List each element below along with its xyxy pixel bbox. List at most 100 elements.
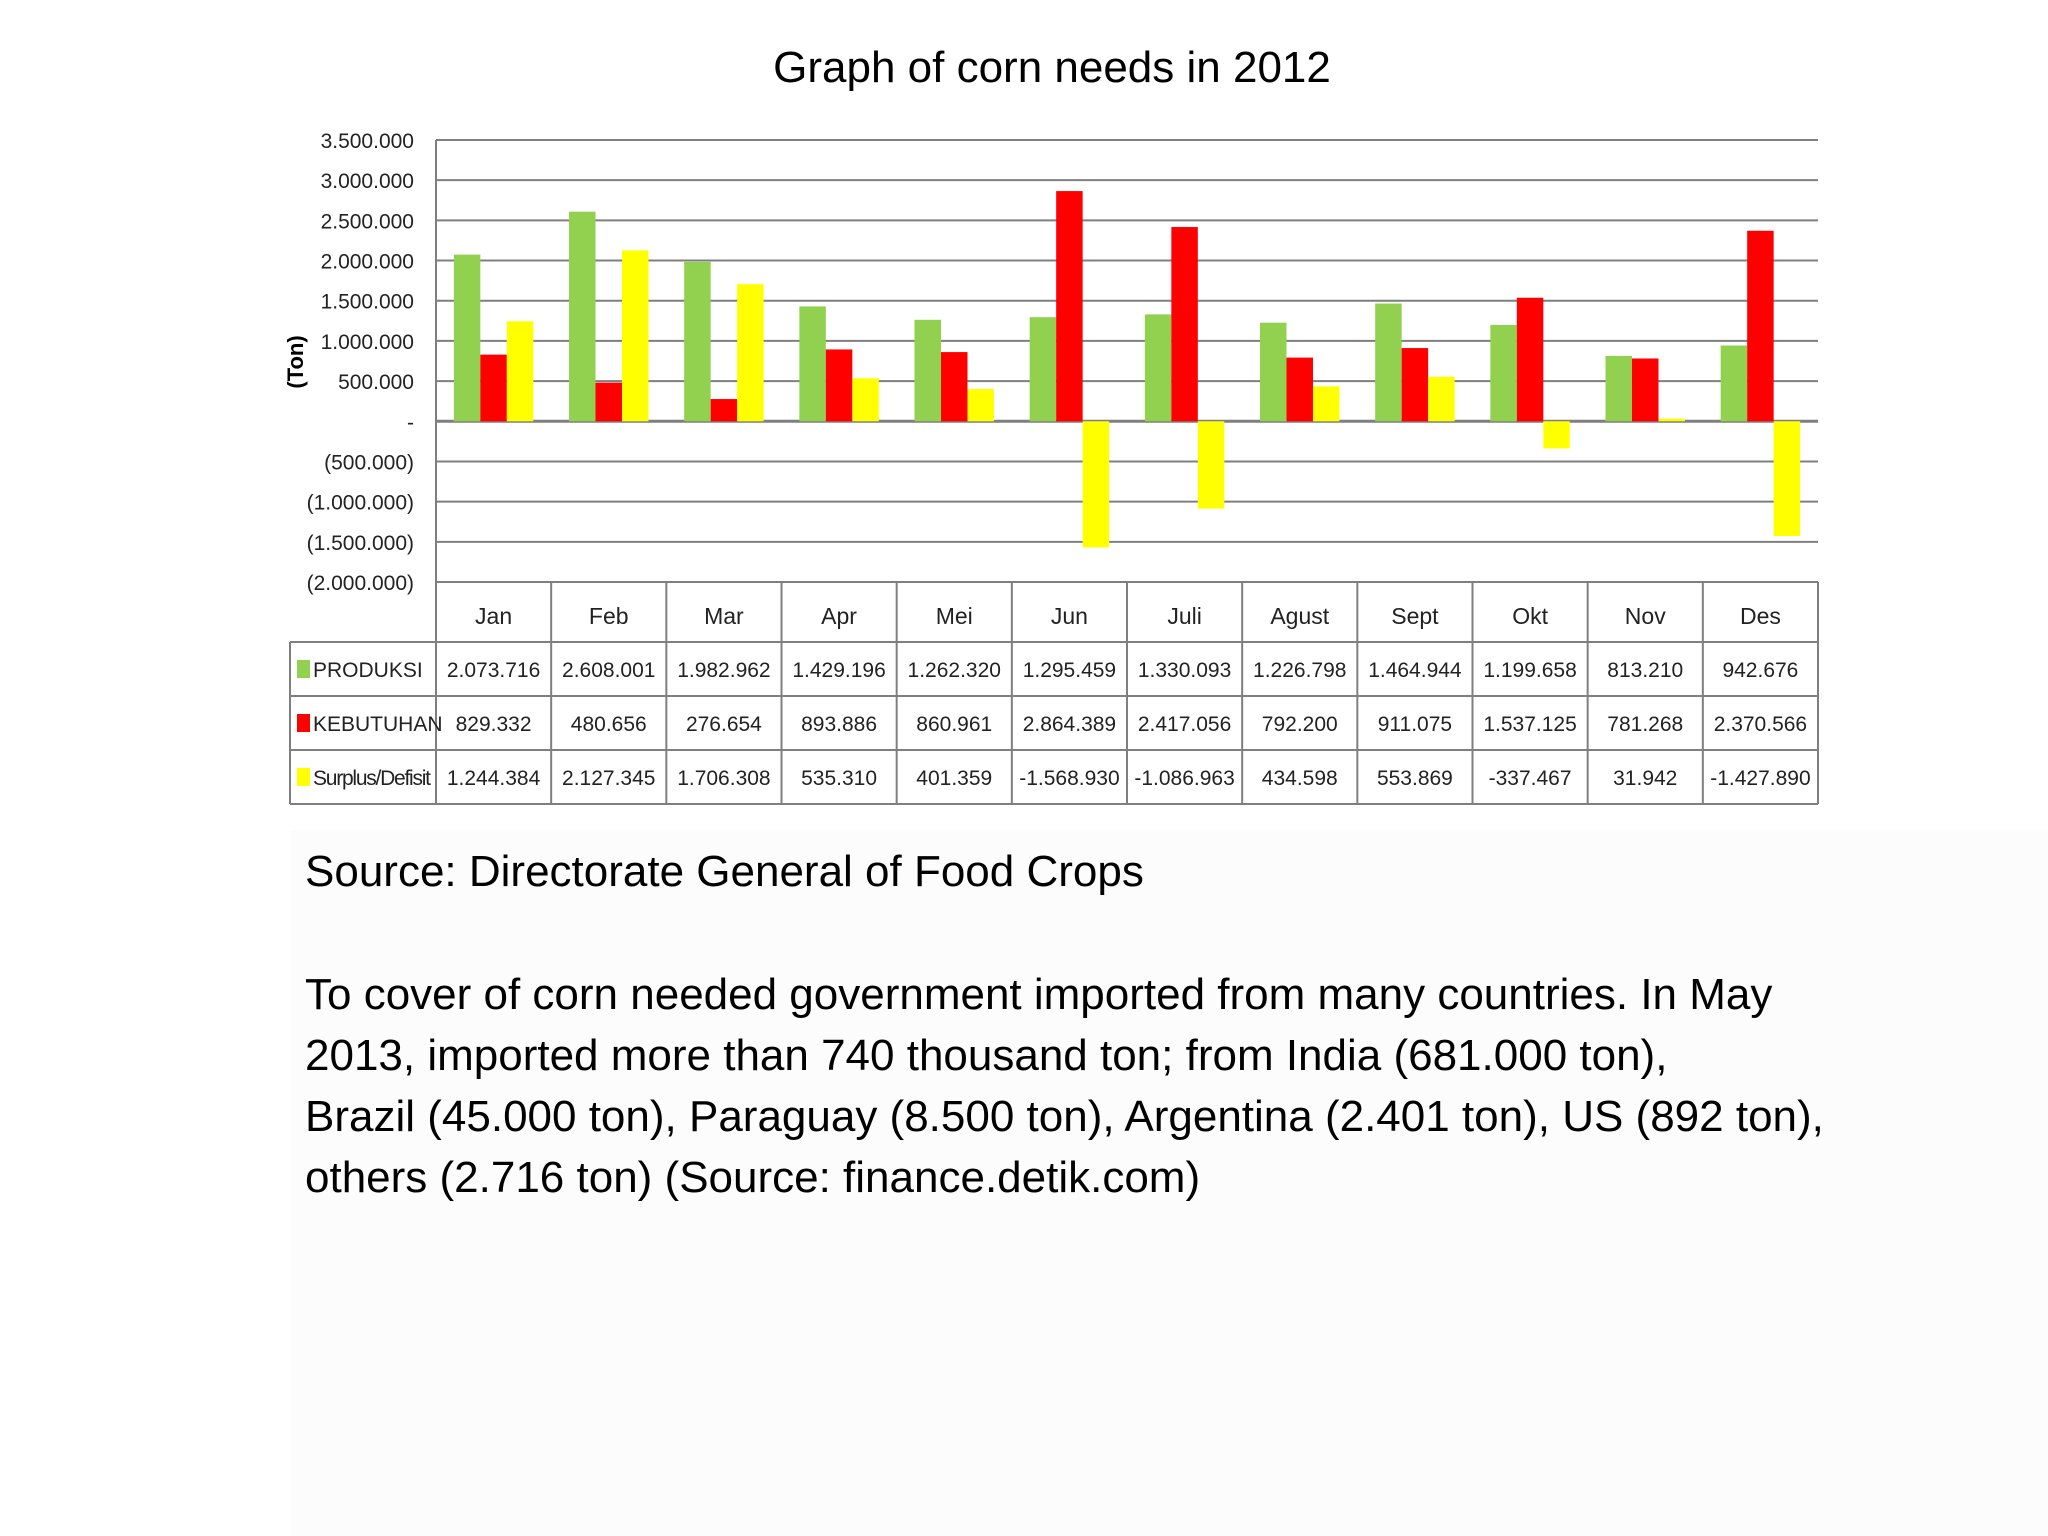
bar-produksi [1260,322,1287,422]
bar-surplus-defisit [967,389,994,422]
data-table-value: 434.598 [1262,767,1338,790]
bar-produksi [569,211,596,422]
data-table-value: 781.268 [1607,713,1683,736]
x-tick-label: Apr [821,603,857,629]
x-tick-label: Agust [1270,603,1329,629]
x-tick-label: Mar [704,603,744,629]
y-tick-label: - [407,411,414,434]
data-table-value: 2.073.716 [447,659,540,682]
y-tick-label: 1.500.000 [321,291,414,314]
y-tick-label: 1.000.000 [321,331,414,354]
bar-produksi [799,306,826,422]
bar-produksi [1605,355,1633,422]
y-tick-label: 3.000.000 [321,170,414,193]
data-table-value: 1.199.658 [1483,659,1576,682]
data-table-value: -337.467 [1489,767,1572,790]
bar-surplus-defisit [1543,421,1570,449]
bar-kebutuhan [941,352,968,422]
lower-background-panel [290,830,2048,1536]
data-table-value: 1.262.320 [908,659,1001,682]
bar-kebutuhan [710,399,738,422]
y-tick-label: 2.500.000 [321,210,414,233]
bar-surplus-defisit [1773,421,1801,537]
bar-surplus-defisit [1197,421,1225,509]
legend-key [297,768,310,786]
bar-surplus-defisit [621,250,649,422]
legend-label: KEBUTUHAN [313,713,443,736]
import-paragraph: To cover of corn needed government impor… [305,964,1985,1208]
paragraph-line: To cover of corn needed government impor… [305,970,1773,1019]
data-table-value: 813.210 [1607,659,1683,682]
legend-key [297,714,310,732]
data-table-value: 1.537.125 [1483,713,1576,736]
data-table-value: -1.568.930 [1019,767,1119,790]
data-table-value: 1.706.308 [677,767,770,790]
legend-label: PRODUKSI [313,659,423,682]
y-tick-label: 2.000.000 [321,251,414,274]
x-tick-label: Okt [1512,603,1548,629]
data-table-value: 860.961 [916,713,992,736]
y-tick-label: (500.000) [324,451,414,474]
bar-produksi [453,254,481,422]
bar-kebutuhan [1747,230,1774,422]
corn-needs-chart: 3.500.000 3.000.000 2.500.000 2.000.000 1.50… [283,130,1819,805]
data-table-value: 2.608.001 [562,659,655,682]
data-table-value: 1.295.459 [1023,659,1116,682]
paragraph-line: others (2.716 ton) (Source: finance.deti… [305,1153,1201,1202]
bar-kebutuhan [1632,358,1659,422]
bar-surplus-defisit [1428,376,1455,422]
data-table-value: -1.086.963 [1134,767,1234,790]
data-table-value: 276.654 [686,713,762,736]
data-table-value: 942.676 [1722,659,1798,682]
paragraph-line: 2013, imported more than 740 thousand to… [305,1031,1668,1080]
legend-label: Surplus/Defisit [313,767,431,790]
x-tick-label: Jun [1051,603,1088,629]
x-tick-label: Jan [475,603,512,629]
bar-produksi [1720,345,1748,422]
bar-kebutuhan [1286,357,1313,422]
bar-produksi [1375,303,1402,422]
bar-surplus-defisit [1312,386,1340,422]
paragraph-line: Brazil (45.000 ton), Paraguay (8.500 ton… [305,1092,1824,1141]
bar-kebutuhan [825,349,853,422]
data-table-value: 1.429.196 [792,659,885,682]
data-table-value: 893.886 [801,713,877,736]
x-tick-label: Des [1740,603,1781,629]
y-axis-label: (Ton) [283,335,308,388]
legend-key [297,660,310,678]
data-table-value: 1.226.798 [1253,659,1346,682]
bar-surplus-defisit [1082,421,1110,548]
data-table-value: 2.127.345 [562,767,655,790]
y-tick-label: (1.000.000) [307,492,414,515]
bar-surplus-defisit [1658,418,1685,422]
bar-kebutuhan [1171,227,1198,422]
data-table-value: 792.200 [1262,713,1338,736]
bar-kebutuhan [1401,348,1429,422]
data-table-value: 2.370.566 [1714,713,1807,736]
y-tick-label: (1.500.000) [307,532,414,555]
y-tick-label: (2.000.000) [307,572,414,595]
bar-surplus-defisit [506,321,534,422]
bar-kebutuhan [480,354,507,422]
data-table-value: 1.244.384 [447,767,541,790]
data-table-value: 535.310 [801,767,877,790]
data-table-value: 31.942 [1613,767,1677,790]
x-tick-label: Feb [589,603,629,629]
bar-kebutuhan [1056,191,1083,422]
source-text: Source: Directorate General of Food Crop… [305,847,1144,896]
bar-surplus-defisit [852,378,879,422]
data-table-value: 1.464.944 [1368,659,1462,682]
chart-title: Graph of corn needs in 2012 [773,43,1331,92]
data-table-value: 553.869 [1377,767,1453,790]
data-table-value: 1.330.093 [1138,659,1231,682]
bar-produksi [1490,324,1517,422]
x-tick-label: Mei [936,603,973,629]
bar-produksi [684,261,711,422]
bar-surplus-defisit [737,284,764,422]
data-table-value: 480.656 [571,713,647,736]
y-tick-label: 3.500.000 [321,130,414,153]
data-table-value: 401.359 [916,767,992,790]
bar-produksi [914,319,942,422]
bar-kebutuhan [595,382,622,422]
data-table-value: 829.332 [456,713,532,736]
